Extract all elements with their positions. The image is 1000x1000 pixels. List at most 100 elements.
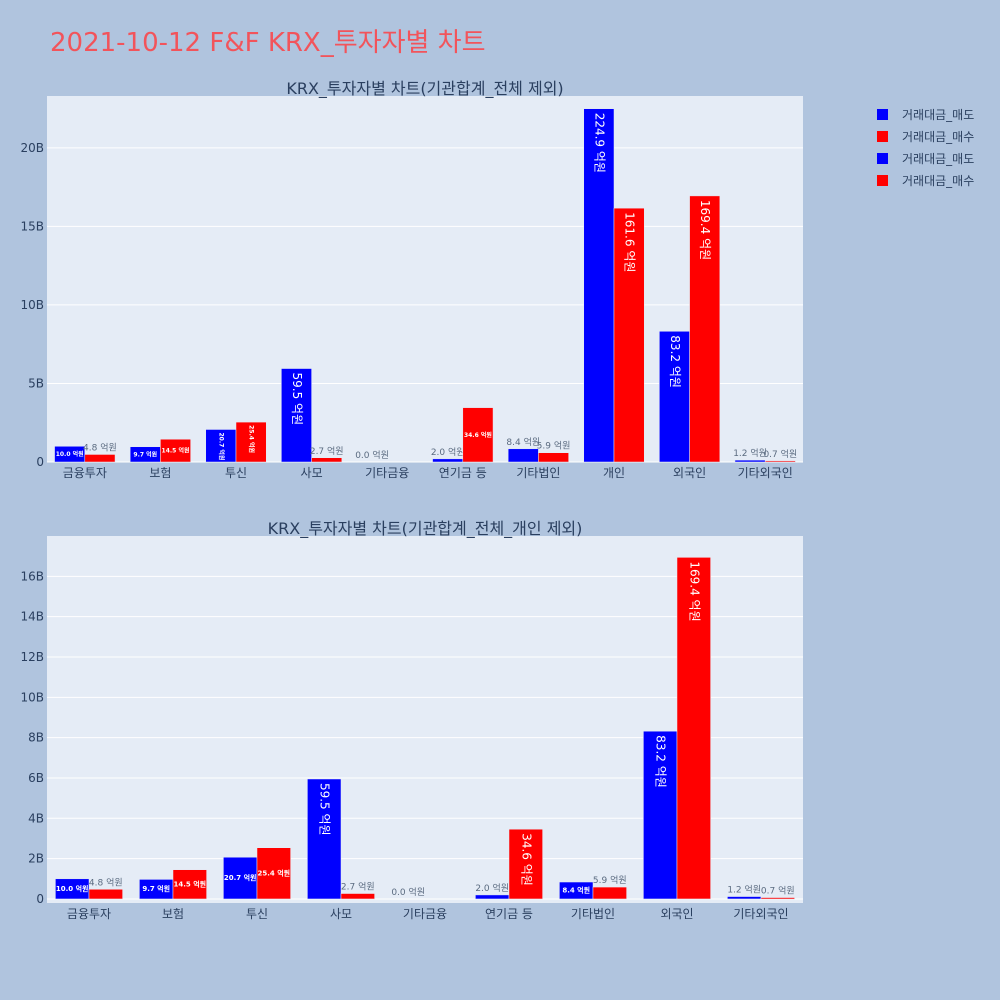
bar — [311, 457, 343, 463]
data-label: 59.5 억원 — [290, 373, 304, 426]
data-label: 8.4 억원 — [506, 436, 540, 448]
data-label: 2.7 억원 — [310, 445, 344, 457]
x-tick-label: 기타법인 — [571, 907, 615, 921]
data-label: 224.9 억원 — [592, 113, 606, 173]
bar — [659, 331, 690, 463]
data-label: 25.4 억원 — [258, 868, 291, 877]
data-label: 10.0 억원 — [56, 450, 84, 458]
bar — [508, 828, 543, 900]
bar — [235, 421, 267, 463]
bar — [592, 886, 627, 900]
bar — [475, 894, 510, 900]
y-tick-label: 8B — [28, 731, 44, 745]
data-label: 4.8 억원 — [89, 876, 123, 888]
x-tick-label: 기타금융 — [403, 907, 447, 921]
bar — [689, 195, 721, 463]
data-label: 0.7 억원 — [761, 885, 795, 897]
data-label: 8.4 억원 — [562, 885, 590, 894]
data-label: 5.9 억원 — [593, 874, 627, 886]
bar — [54, 446, 86, 463]
x-tick-label: 투신 — [246, 907, 268, 921]
data-label: 34.6 억원 — [464, 431, 492, 439]
x-tick-label: 외국인 — [673, 466, 706, 480]
bar — [340, 893, 375, 900]
bar — [205, 429, 237, 463]
y-tick-label: 0 — [36, 455, 44, 469]
data-label: 9.7 억원 — [133, 450, 157, 458]
data-label: 169.4 억원 — [687, 561, 701, 621]
legend-label: 거래대금_매도 — [902, 108, 974, 122]
x-tick-label: 투신 — [225, 466, 247, 480]
bar — [88, 889, 123, 900]
legend-swatch — [877, 131, 888, 142]
bar — [172, 869, 207, 900]
y-tick-label: 5B — [28, 376, 44, 390]
bar — [307, 778, 342, 900]
chart-2: 0 2B 4B 6B 8B 10B 12B 14B 16B KRX_투자자별 차트(기관합계_전체… — [20, 519, 803, 921]
x-tick-label: 기타외국인 — [733, 907, 788, 921]
bar — [734, 459, 766, 463]
data-label: 161.6 억원 — [623, 212, 637, 272]
bar — [727, 896, 762, 900]
data-label: 1.2 억원 — [733, 447, 767, 459]
x-tick-label: 연기금 등 — [439, 466, 487, 480]
y-tick-label: 6B — [28, 771, 44, 785]
x-tick-label: 사모 — [301, 466, 323, 480]
x-tick-label: 보험 — [162, 907, 184, 921]
chart-title: KRX_투자자별 차트(기관합계_전체_개인 제외) — [268, 519, 583, 539]
x-tick-label: 사모 — [330, 907, 352, 921]
x-tick-label: 기타법인 — [516, 466, 560, 480]
bar — [764, 460, 796, 463]
legend-swatch — [877, 109, 888, 120]
bar — [160, 438, 191, 463]
x-tick-label: 외국인 — [660, 907, 693, 921]
data-label: 2.7 억원 — [341, 881, 375, 893]
legend-label: 거래대금_매수 — [902, 130, 974, 144]
data-label: 20.7 억원 — [217, 432, 225, 460]
y-tick-label: 16B — [20, 569, 44, 583]
data-label: 0.7 억원 — [763, 448, 797, 460]
data-label: 83.2 억원 — [668, 335, 682, 388]
y-tick-label: 20B — [20, 141, 44, 155]
x-tick-label: 기타금융 — [365, 466, 409, 480]
y-tick-label: 10B — [20, 298, 44, 312]
bar — [223, 856, 258, 900]
x-tick-label: 개인 — [603, 466, 625, 480]
bar — [432, 458, 464, 463]
bar — [256, 847, 291, 900]
data-label: 10.0 억원 — [56, 884, 89, 893]
bar — [643, 730, 678, 900]
data-label: 2.0 억원 — [475, 882, 509, 894]
data-label: 4.8 억원 — [83, 441, 117, 453]
bar — [538, 452, 569, 463]
x-tick-label: 연기금 등 — [485, 907, 533, 921]
x-tick-label: 기타외국인 — [738, 466, 793, 480]
bar — [760, 897, 795, 900]
chart-title: KRX_투자자별 차트(기관합계_전체 제외) — [286, 79, 563, 99]
bar — [507, 448, 539, 463]
y-tick-label: 4B — [28, 811, 44, 825]
x-tick-label: 금융투자 — [63, 466, 107, 480]
data-label: 0.0 억원 — [355, 449, 389, 461]
data-label: 14.5 억원 — [162, 447, 190, 455]
x-tick-label: 금융투자 — [67, 907, 111, 921]
bar — [613, 207, 645, 463]
legend-label: 거래대금_매도 — [902, 152, 974, 166]
data-label: 59.5 억원 — [318, 783, 332, 836]
bar — [462, 407, 494, 463]
x-tick-label: 보험 — [149, 466, 171, 480]
data-label: 5.9 억원 — [537, 440, 571, 452]
data-label: 25.4 억원 — [248, 425, 256, 453]
data-label: 9.7 억원 — [142, 884, 170, 893]
data-label: 2.0 억원 — [431, 446, 465, 458]
legend-swatch — [877, 153, 888, 164]
legend-swatch — [877, 175, 888, 186]
chart-1: 0 5B 10B 15B 20B KRX_투자자별 차트(기관합계_전체 제외) 금융투자 1… — [20, 79, 803, 480]
bar — [281, 368, 312, 463]
page-title: 2021-10-12 F&F KRX_투자자별 차트 — [50, 28, 486, 58]
data-label: 1.2 억원 — [727, 884, 761, 896]
legend-label: 거래대금_매수 — [902, 174, 974, 188]
